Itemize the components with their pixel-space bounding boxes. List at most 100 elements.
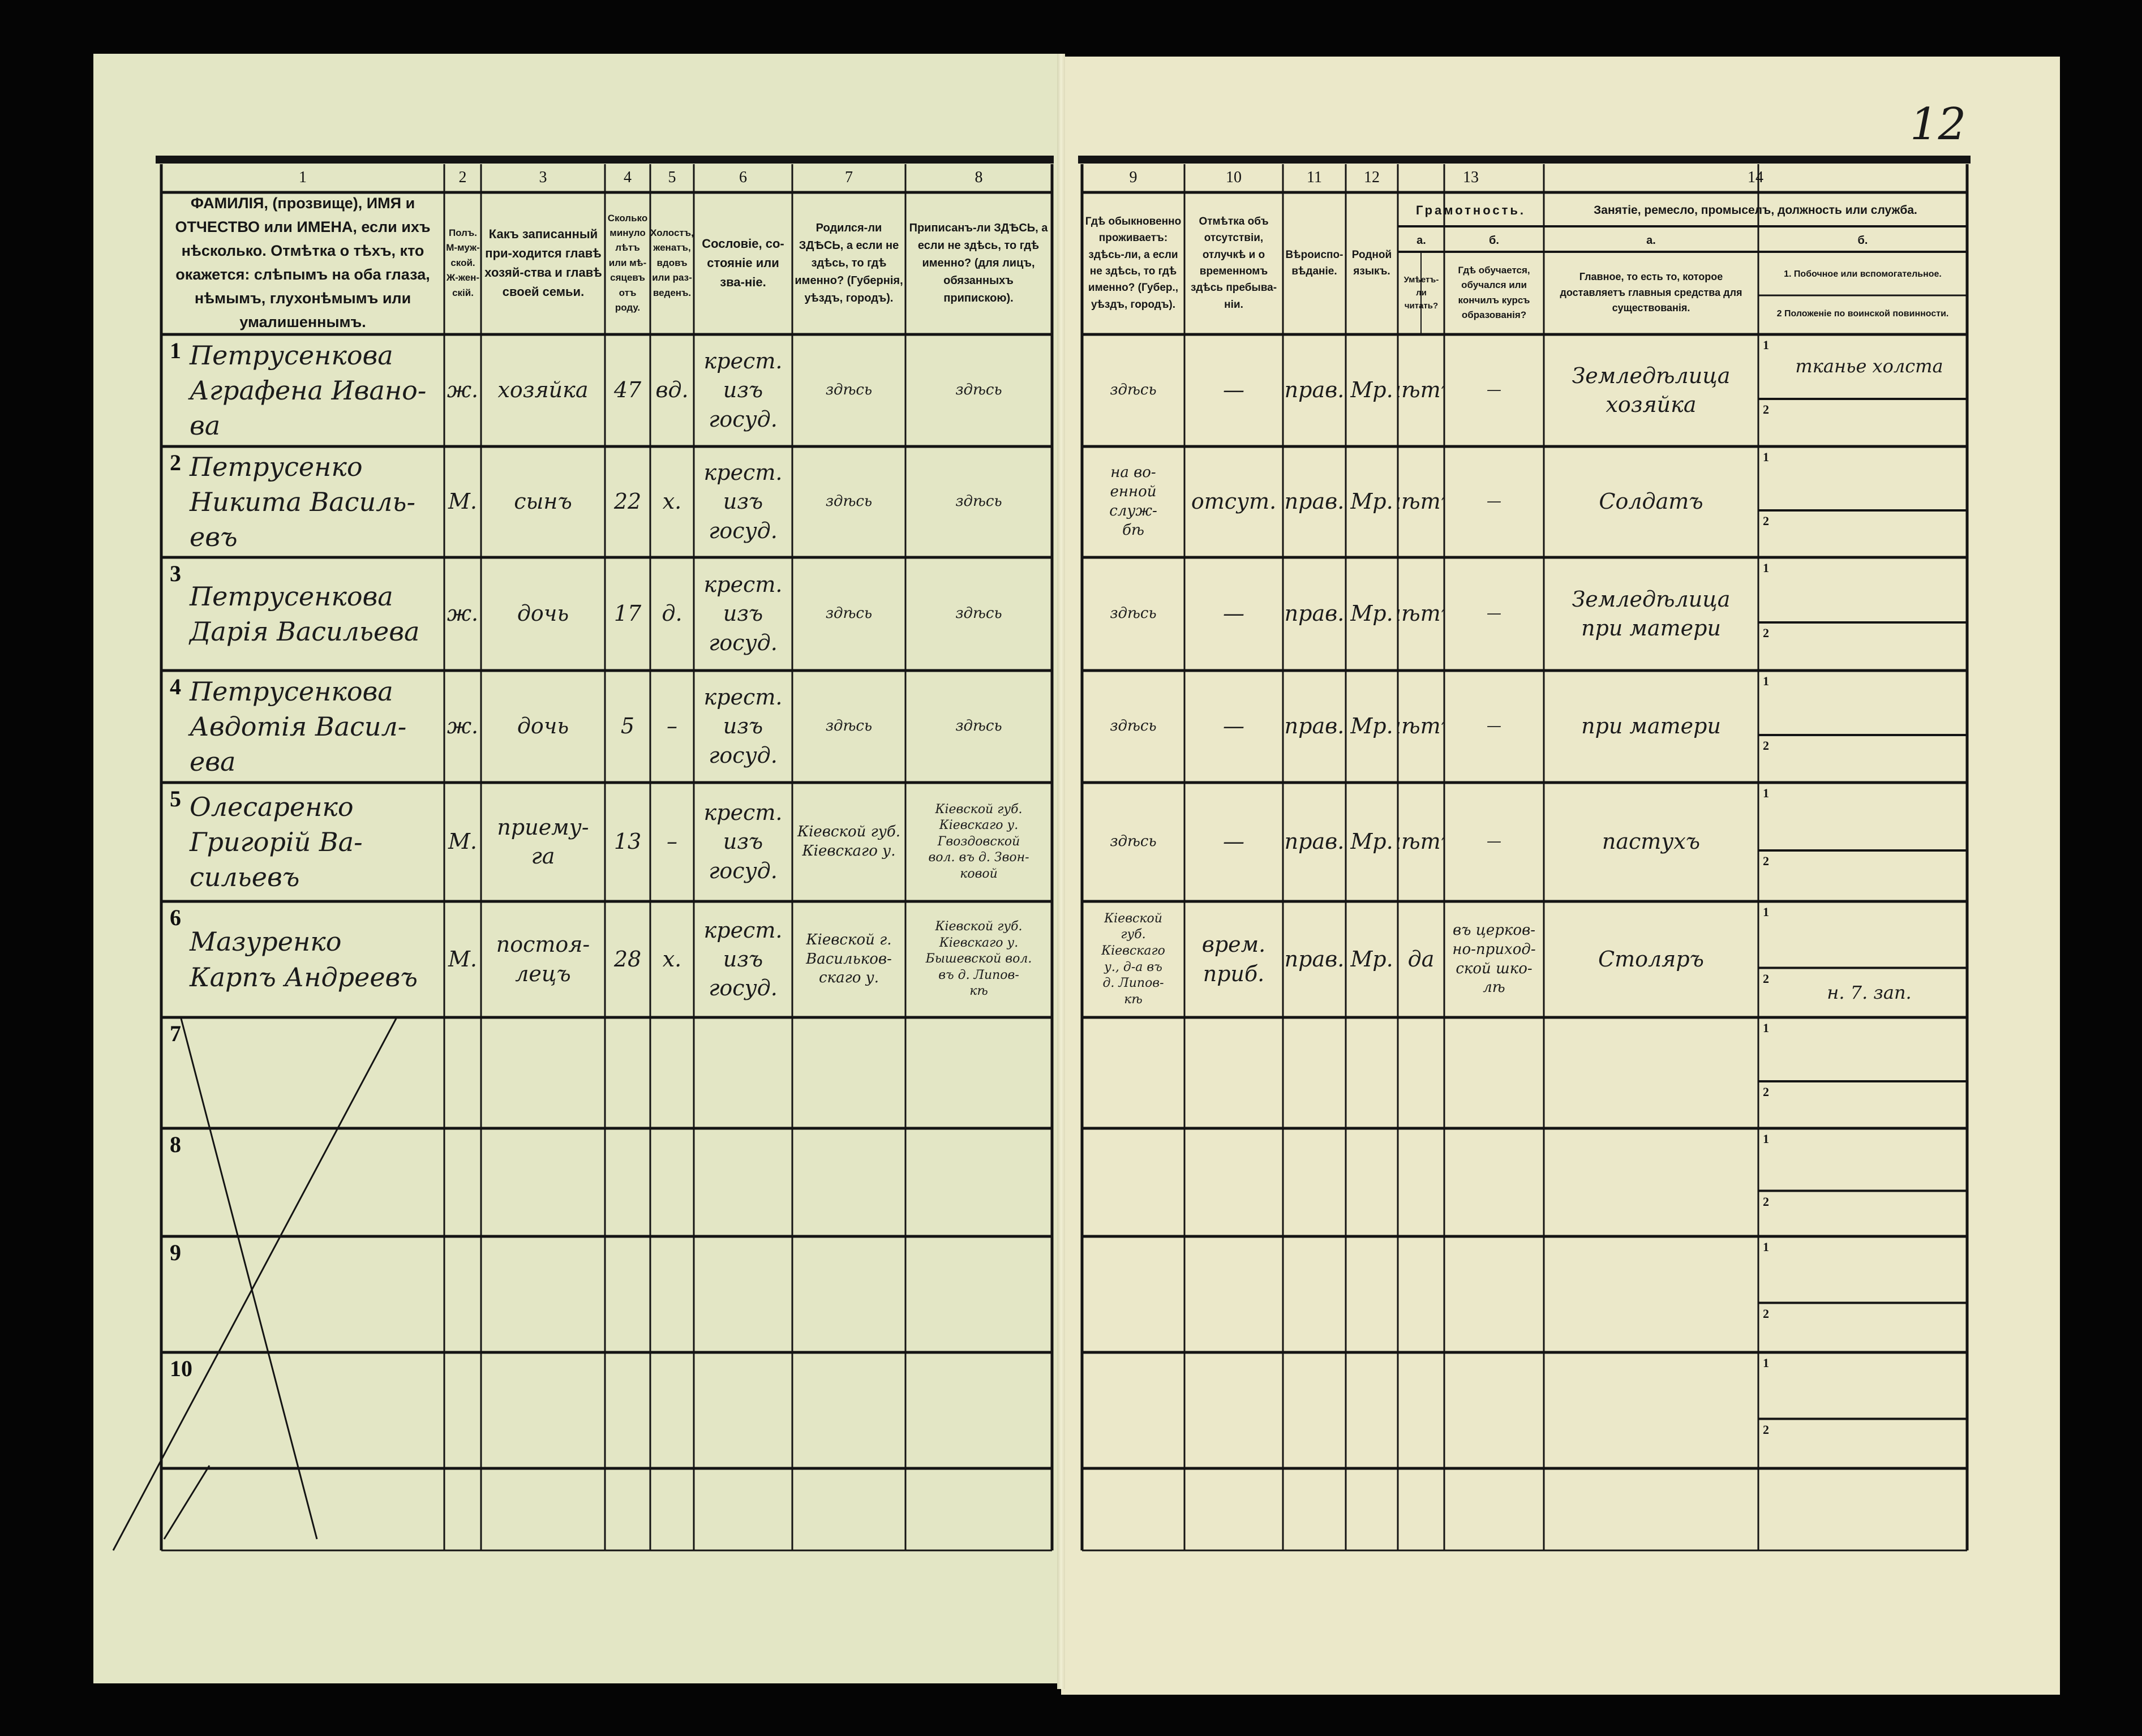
cell-age — [605, 1020, 650, 1126]
column-number-1: 1 — [299, 169, 307, 186]
header-side-occupation: 1. Побочное или вспомогательное. — [1784, 269, 1942, 279]
cell-registered: Кіевской губ. Кіевскаго у. Бышевской вол… — [925, 919, 1032, 999]
cell-occupation-side — [1771, 1017, 1967, 1081]
header-literacy-b-letter: б. — [1489, 234, 1499, 247]
subrow-label: 2 — [1763, 402, 1769, 416]
cell-estate — [694, 1355, 792, 1466]
header-literacy: Грамотность. — [1415, 203, 1526, 218]
cell-relation — [481, 1131, 605, 1234]
cell-age: 13 — [613, 829, 642, 854]
cell-school: — — [1487, 605, 1501, 622]
subrow-label: 2 — [1763, 626, 1769, 640]
cell-military — [1771, 1191, 1967, 1237]
column-number-12: 12 — [1364, 169, 1380, 186]
cell-school: — — [1487, 493, 1501, 510]
cell-name: Петрусенкова Дарія Васильева — [190, 581, 420, 647]
cell-religion: прав. — [1284, 714, 1345, 739]
cell-relation: приему- га — [497, 814, 589, 869]
cell-estate: крест. изъ госуд. — [703, 685, 783, 768]
cell-school: въ церков- но-приход- ской шко- лѣ — [1452, 921, 1536, 996]
cell-residence: на во- енной служ- бѣ — [1109, 464, 1157, 539]
header-relation: Какъ записанный при-ходится главѣ хозяй-… — [484, 226, 602, 299]
subrow-label: 1 — [1763, 1356, 1769, 1370]
subrow-label: 2 — [1763, 738, 1769, 753]
row-number: 3 — [170, 561, 181, 586]
subrow-label: 1 — [1763, 1021, 1769, 1035]
header-language: Родной языкъ. — [1351, 248, 1392, 277]
cell-language: Мр. — [1350, 489, 1393, 514]
cell-marital — [650, 1355, 694, 1466]
cell-age — [605, 1239, 650, 1350]
header-birthplace: Родился-ли ЗДѢСЬ, а если не здѣсь, то гд… — [795, 221, 903, 304]
cell-occupation: Земледѣлица при матери — [1572, 586, 1731, 641]
cell-age: 17 — [613, 601, 642, 626]
cell-marital — [650, 1020, 694, 1126]
cell-school — [1444, 1239, 1544, 1350]
column-number-10: 10 — [1226, 169, 1242, 186]
row-number: 4 — [170, 674, 181, 699]
cell-occupation-side — [1771, 783, 1967, 850]
cell-sex: М. — [448, 489, 477, 514]
cell-literate: нѣтъ — [1398, 714, 1444, 739]
page-number: 12 — [1910, 99, 1967, 150]
header-residence: Гдѣ обыкновенно проживаетъ: здѣсь-ли, а … — [1085, 215, 1182, 311]
column-number-6: 6 — [739, 169, 747, 186]
cell-language — [1346, 1355, 1398, 1466]
subrow-label: 1 — [1763, 561, 1769, 575]
header-can-read: Умѣетъ-ли читать? — [1403, 274, 1439, 311]
cell-estate: крест. изъ госуд. — [703, 800, 783, 883]
header-religion: Вѣроиспо-вѣданіе. — [1285, 248, 1343, 277]
header-sex: Полъ. М-муж-ской. Ж-жен-скій. — [446, 227, 480, 298]
header-estate: Сословіе, со-стояніе или зва-ніе. — [702, 236, 784, 290]
cell-age: 47 — [613, 377, 642, 403]
cell-religion: прав. — [1284, 377, 1345, 403]
cell-occupation-side — [1771, 1352, 1967, 1419]
column-number-4: 4 — [624, 169, 632, 186]
cell-registered — [905, 1020, 1052, 1126]
cell-absence: — — [1223, 829, 1244, 854]
cell-relation — [481, 1239, 605, 1350]
cell-language — [1346, 1020, 1398, 1126]
cell-sex: ж. — [447, 601, 479, 626]
cell-estate — [694, 1020, 792, 1126]
cell-name — [161, 1131, 444, 1234]
cell-relation: постоя- лецъ — [496, 932, 590, 986]
cell-military — [1771, 1303, 1967, 1353]
right-page — [1061, 57, 2060, 1695]
cell-language: Мр. — [1350, 714, 1393, 739]
cell-name: Петрусенкова Авдотія Васил- ева — [190, 676, 407, 777]
cell-occupation-side — [1771, 1236, 1967, 1303]
cell-sex — [444, 1355, 481, 1466]
cell-born: здѣсь — [825, 717, 873, 735]
cell-residence — [1082, 1239, 1184, 1350]
row-number: 7 — [170, 1021, 181, 1046]
cell-language — [1346, 1239, 1398, 1350]
cell-occupation: Столяръ — [1598, 946, 1704, 972]
cell-residence: здѣсь — [1110, 381, 1157, 399]
cell-religion: прав. — [1284, 946, 1345, 972]
cell-name — [161, 1020, 444, 1126]
cell-registered — [905, 1355, 1052, 1466]
cell-literate: нѣтъ — [1398, 829, 1444, 854]
cell-registered: здѣсь — [955, 717, 1002, 735]
cell-occupation — [1544, 1355, 1758, 1466]
cell-military — [1771, 1419, 1967, 1469]
subrow-label: 1 — [1763, 338, 1769, 352]
cell-name: Мазуренко Карпъ Андреевъ — [190, 926, 418, 992]
column-number-9: 9 — [1129, 169, 1137, 186]
column-number-5: 5 — [668, 169, 676, 186]
column-number-13: 13 — [1463, 169, 1479, 186]
subrow-label: 1 — [1763, 1240, 1769, 1254]
subrow-label: 1 — [1763, 786, 1769, 800]
cell-relation: сынъ — [514, 489, 572, 514]
cell-absence: — — [1223, 601, 1244, 626]
subrow-label: 2 — [1763, 514, 1769, 528]
cell-religion — [1283, 1355, 1346, 1466]
cell-school: — — [1487, 381, 1501, 399]
cell-sex — [444, 1131, 481, 1234]
cell-military — [1771, 1081, 1967, 1128]
cell-literate: да — [1407, 946, 1435, 972]
cell-residence: Кіевской губ. Кіевскаго у., д-а въ д. Ли… — [1101, 911, 1165, 1007]
cell-registered: здѣсь — [955, 493, 1002, 510]
cell-relation — [481, 1020, 605, 1126]
